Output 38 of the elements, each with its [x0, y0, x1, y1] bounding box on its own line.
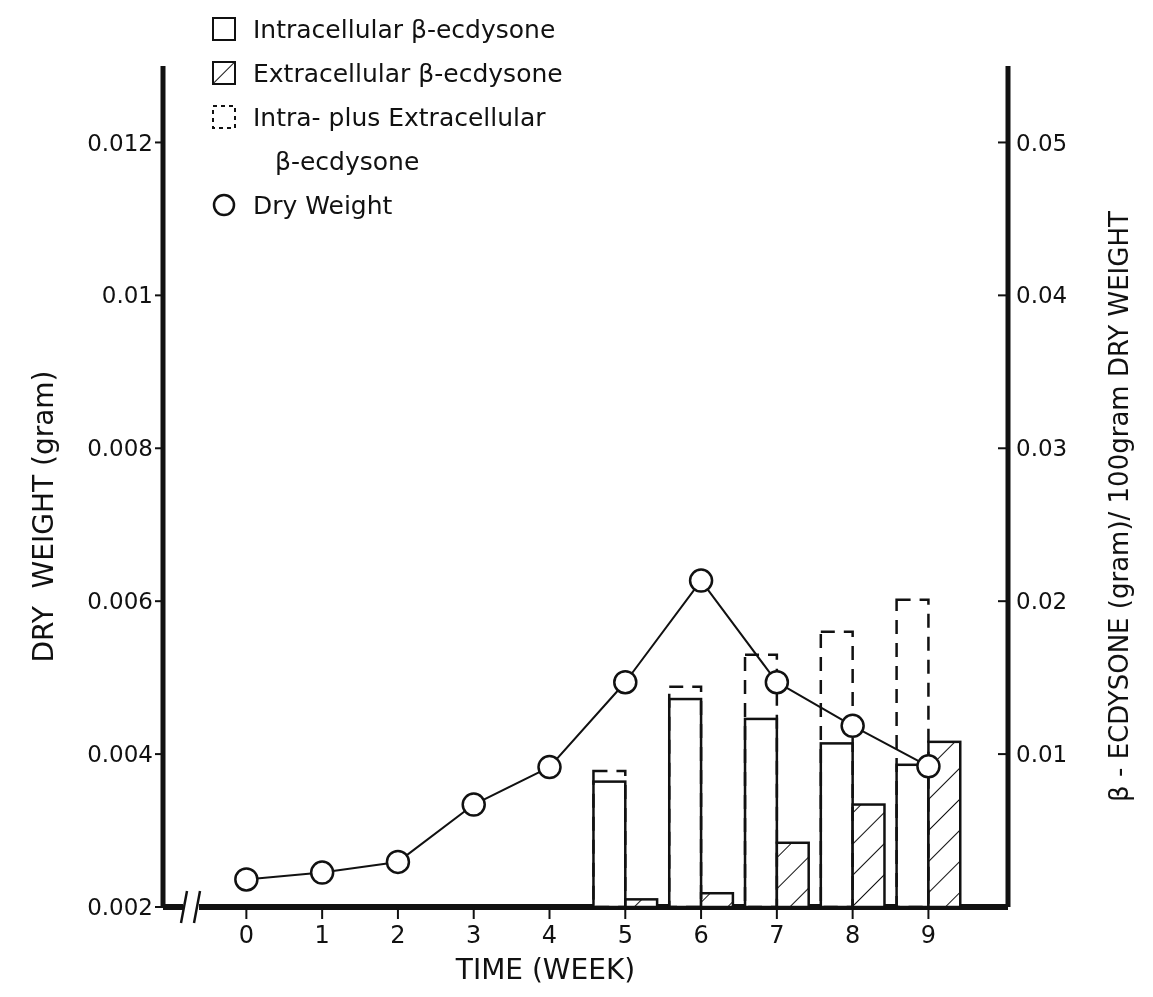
point	[309, 860, 335, 885]
y-axis-title: DRY WEIGHT (gram)	[27, 370, 60, 663]
point	[385, 849, 411, 875]
point	[688, 568, 714, 593]
x-axis-title: TIME (WEEK)	[454, 953, 636, 986]
x-tick-label: 0	[238, 921, 254, 949]
y-tick-label: 0.012	[87, 129, 153, 156]
y2-tick-label: 0.02	[1016, 588, 1068, 615]
y2-axis-title: β - ECDYSONE (gram)/ 100gram DRY WEIGHT	[1104, 211, 1134, 802]
legend-label: Extracellular β-ecdysone	[253, 59, 563, 88]
point	[613, 669, 638, 695]
y-tick-label: 0.008	[87, 435, 153, 462]
y-tick-label: 0.004	[87, 741, 153, 768]
x-tick-label: 1	[314, 921, 330, 949]
x-tick-label: 6	[693, 921, 709, 949]
y2-tick-label: 0.01	[1016, 741, 1068, 768]
x-tick-label: 4	[541, 921, 558, 949]
x-tick-label: 9	[920, 921, 937, 949]
y2-tick-label: 0.04	[1016, 282, 1068, 309]
legend-label: Intra- plus Extracellular β-ecdysone	[253, 103, 547, 176]
legend-label: Dry Weight	[253, 191, 393, 220]
point	[234, 867, 259, 892]
point	[840, 713, 865, 739]
y-tick-label: 0.002	[87, 894, 153, 921]
x-tick-label: 2	[390, 921, 406, 949]
x-tick-label: 8	[845, 921, 861, 949]
legend-label: Intracellular β-ecdysone	[253, 15, 556, 44]
x-tick-label: 7	[769, 921, 785, 949]
x-tick-label: 5	[617, 921, 633, 949]
y-tick-label: 0.006	[87, 588, 153, 615]
point	[764, 669, 790, 695]
y-tick-label: 0.01	[101, 282, 153, 309]
point	[916, 754, 941, 779]
x-tick-label: 3	[466, 921, 482, 949]
y2-tick-label: 0.05	[1016, 129, 1068, 156]
y2-tick-label: 0.03	[1016, 435, 1068, 462]
point	[537, 754, 562, 780]
point	[461, 792, 486, 817]
